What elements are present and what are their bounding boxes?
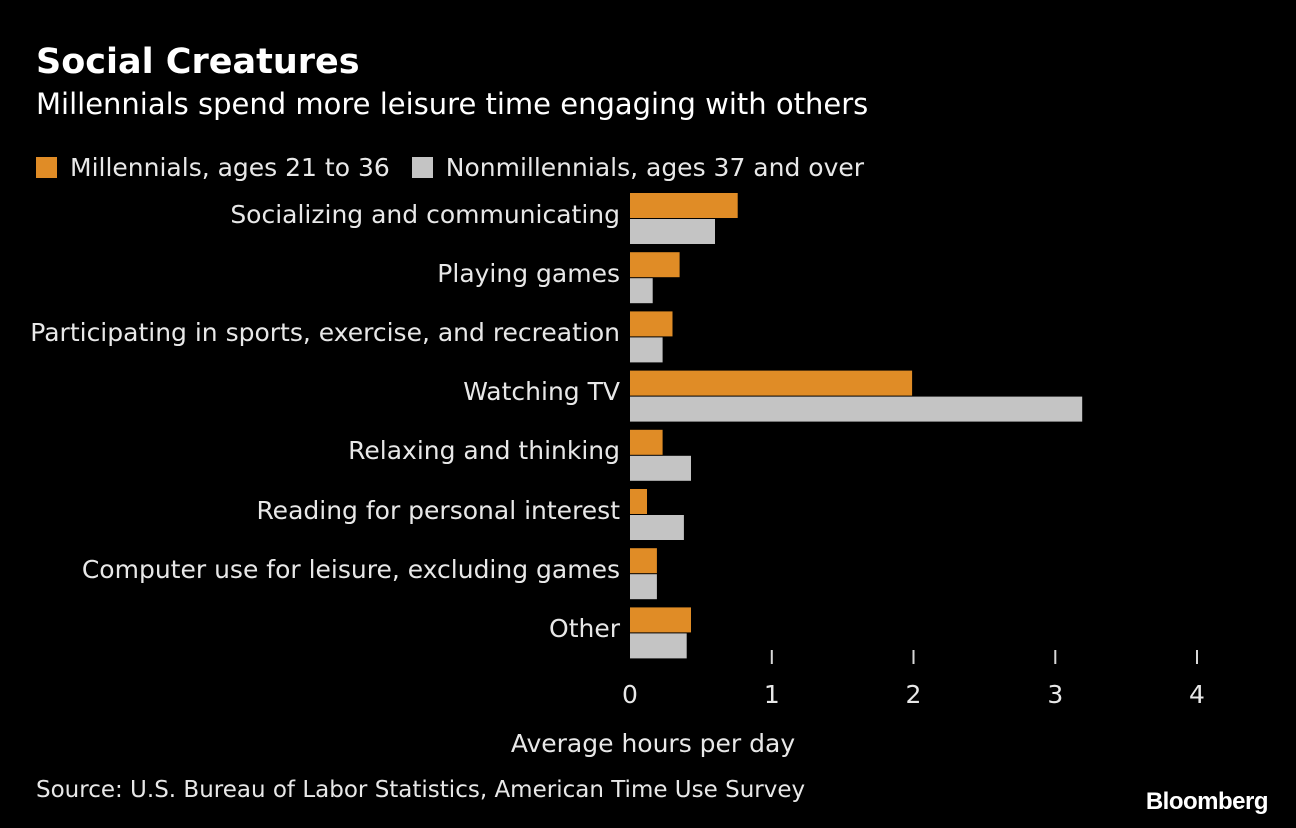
bar-watching-tv-nonmillennials	[630, 396, 1083, 422]
bar-participating-in-sports-exercise-and-recreation-millennials	[630, 311, 673, 337]
legend-label-millennials: Millennials, ages 21 to 36	[70, 152, 390, 182]
x-tick-label-4: 4	[1189, 680, 1205, 709]
bar-playing-games-millennials	[630, 252, 680, 278]
category-label-computer-use-for-leisure-excluding-games: Computer use for leisure, excluding game…	[81, 554, 620, 584]
category-label-watching-tv: Watching TV	[463, 377, 620, 407]
bar-reading-for-personal-interest-millennials	[630, 489, 647, 514]
bar-other-nonmillennials	[630, 633, 687, 659]
x-axis-title: Average hours per day	[510, 729, 796, 758]
bar-relaxing-and-thinking-millennials	[630, 429, 663, 455]
legend-swatch-nonmillennials	[411, 156, 433, 178]
category-label-playing-games: Playing games	[437, 258, 620, 288]
x-tick-label-2: 2	[905, 680, 922, 709]
bar-relaxing-and-thinking-nonmillennials	[630, 455, 691, 481]
bar-reading-for-personal-interest-nonmillennials	[630, 515, 684, 540]
category-label-socializing-and-communicating: Socializing and communicating	[230, 199, 620, 229]
legend-label-nonmillennials: Nonmillennials, ages 37 and over	[445, 152, 865, 182]
bar-watching-tv-millennials	[630, 370, 913, 396]
bar-socializing-and-communicating-nonmillennials	[630, 219, 715, 244]
bar-participating-in-sports-exercise-and-recreation-nonmillennials	[630, 337, 663, 363]
chart-subtitle: Millennials spend more leisure time enga…	[36, 87, 869, 121]
legend-item-nonmillennials: Nonmillennials, ages 37 and over	[411, 152, 865, 182]
x-tick-label-0: 0	[622, 680, 638, 709]
source-note: Source: U.S. Bureau of Labor Statistics,…	[36, 777, 806, 803]
bar-other-millennials	[630, 607, 691, 633]
bar-playing-games-nonmillennials	[630, 278, 653, 304]
bar-computer-use-for-leisure-excluding-games-nonmillennials	[630, 574, 657, 600]
category-label-relaxing-and-thinking: Relaxing and thinking	[348, 436, 620, 466]
x-tick-label-3: 3	[1047, 680, 1064, 709]
x-tick-label-1: 1	[763, 680, 780, 709]
bar-computer-use-for-leisure-excluding-games-millennials	[630, 548, 657, 574]
legend-item-millennials: Millennials, ages 21 to 36	[36, 153, 390, 182]
bloomberg-logo: Bloomberg	[1145, 788, 1269, 815]
chart-title: Social Creatures	[36, 42, 360, 82]
bar-socializing-and-communicating-millennials	[630, 193, 738, 218]
category-label-reading-for-personal-interest: Reading for personal interest	[256, 495, 620, 525]
legend-swatch-millennials	[36, 156, 57, 178]
category-label-participating-in-sports-exercise-and-recreation: Participating in sports, exercise, and r…	[30, 317, 620, 347]
category-label-other: Other	[549, 613, 620, 643]
legend: Millennials, ages 21 to 36 Nonmillennial…	[36, 150, 886, 184]
